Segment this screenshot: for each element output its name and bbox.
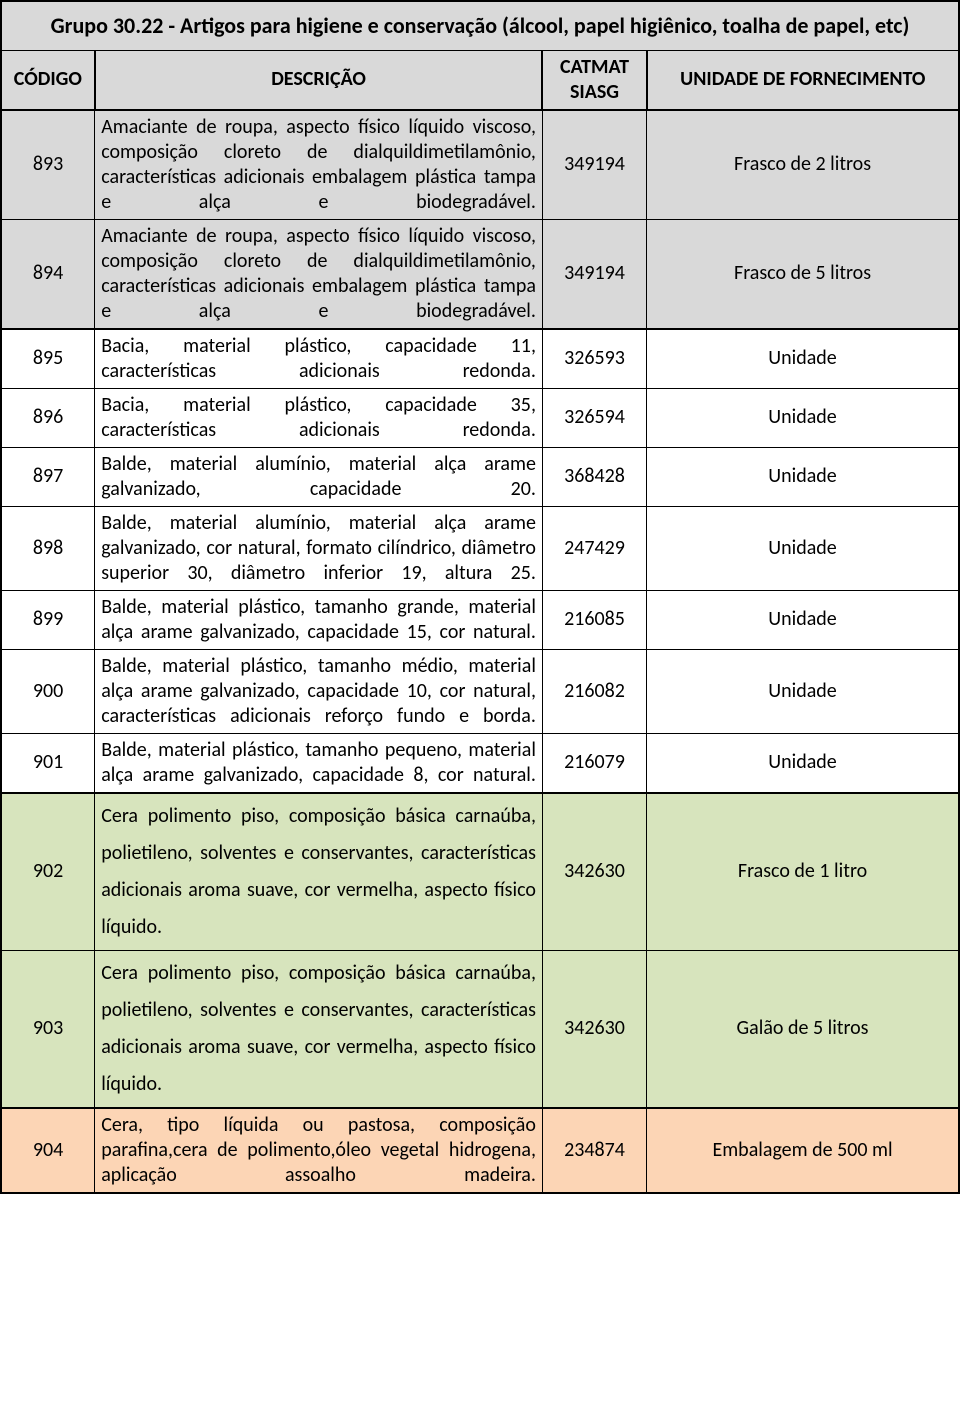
cell-catmat: 368428 bbox=[542, 447, 646, 506]
cell-codigo: 898 bbox=[1, 506, 95, 590]
cell-unidade: Unidade bbox=[647, 329, 959, 389]
catalog-table: Grupo 30.22 - Artigos para higiene e con… bbox=[0, 0, 960, 1194]
cell-catmat: 247429 bbox=[542, 506, 646, 590]
cell-descricao: Amaciante de roupa, aspecto físico líqui… bbox=[95, 110, 543, 220]
cell-unidade: Unidade bbox=[647, 733, 959, 793]
cell-unidade: Unidade bbox=[647, 590, 959, 649]
cell-codigo: 903 bbox=[1, 950, 95, 1108]
table-row: 898Balde, material alumínio, material al… bbox=[1, 506, 959, 590]
cell-descricao: Balde, material alumínio, material alça … bbox=[95, 447, 543, 506]
table-row: 899Balde, material plástico, tamanho gra… bbox=[1, 590, 959, 649]
header-descricao: DESCRIÇÃO bbox=[95, 50, 543, 110]
cell-unidade: Galão de 5 litros bbox=[647, 950, 959, 1108]
cell-descricao: Balde, material plástico, tamanho médio,… bbox=[95, 649, 543, 733]
header-row: CÓDIGO DESCRIÇÃO CATMAT SIASG UNIDADE DE… bbox=[1, 50, 959, 110]
cell-catmat: 342630 bbox=[542, 950, 646, 1108]
table-row: 902Cera polimento piso, composição básic… bbox=[1, 793, 959, 951]
header-codigo: CÓDIGO bbox=[1, 50, 95, 110]
header-catmat: CATMAT SIASG bbox=[542, 50, 646, 110]
cell-descricao: Bacia, material plástico, capacidade 35,… bbox=[95, 388, 543, 447]
cell-unidade: Frasco de 2 litros bbox=[647, 110, 959, 220]
cell-catmat: 216085 bbox=[542, 590, 646, 649]
cell-descricao: Cera, tipo líquida ou pastosa, composiçã… bbox=[95, 1108, 543, 1193]
cell-codigo: 897 bbox=[1, 447, 95, 506]
cell-descricao: Balde, material plástico, tamanho pequen… bbox=[95, 733, 543, 793]
cell-descricao: Cera polimento piso, composição básica c… bbox=[95, 950, 543, 1108]
cell-codigo: 901 bbox=[1, 733, 95, 793]
cell-catmat: 349194 bbox=[542, 219, 646, 329]
header-unidade: UNIDADE DE FORNECIMENTO bbox=[647, 50, 959, 110]
cell-unidade: Embalagem de 500 ml bbox=[647, 1108, 959, 1193]
cell-codigo: 904 bbox=[1, 1108, 95, 1193]
cell-catmat: 326594 bbox=[542, 388, 646, 447]
cell-descricao: Balde, material plástico, tamanho grande… bbox=[95, 590, 543, 649]
table-row: 894Amaciante de roupa, aspecto físico lí… bbox=[1, 219, 959, 329]
table-row: 900Balde, material plástico, tamanho méd… bbox=[1, 649, 959, 733]
cell-unidade: Frasco de 5 litros bbox=[647, 219, 959, 329]
cell-descricao: Amaciante de roupa, aspecto físico líqui… bbox=[95, 219, 543, 329]
cell-catmat: 326593 bbox=[542, 329, 646, 389]
cell-catmat: 216082 bbox=[542, 649, 646, 733]
cell-unidade: Unidade bbox=[647, 506, 959, 590]
cell-catmat: 216079 bbox=[542, 733, 646, 793]
cell-catmat: 342630 bbox=[542, 793, 646, 951]
cell-unidade: Frasco de 1 litro bbox=[647, 793, 959, 951]
cell-catmat: 234874 bbox=[542, 1108, 646, 1193]
title-row: Grupo 30.22 - Artigos para higiene e con… bbox=[1, 1, 959, 50]
cell-unidade: Unidade bbox=[647, 388, 959, 447]
cell-codigo: 900 bbox=[1, 649, 95, 733]
table-row: 895Bacia, material plástico, capacidade … bbox=[1, 329, 959, 389]
cell-codigo: 895 bbox=[1, 329, 95, 389]
cell-codigo: 902 bbox=[1, 793, 95, 951]
cell-codigo: 899 bbox=[1, 590, 95, 649]
table-row: 897Balde, material alumínio, material al… bbox=[1, 447, 959, 506]
cell-descricao: Balde, material alumínio, material alça … bbox=[95, 506, 543, 590]
table-row: 903Cera polimento piso, composição básic… bbox=[1, 950, 959, 1108]
table-row: 896Bacia, material plástico, capacidade … bbox=[1, 388, 959, 447]
cell-codigo: 894 bbox=[1, 219, 95, 329]
table-row: 901Balde, material plástico, tamanho peq… bbox=[1, 733, 959, 793]
table-title: Grupo 30.22 - Artigos para higiene e con… bbox=[1, 1, 959, 50]
cell-unidade: Unidade bbox=[647, 447, 959, 506]
cell-descricao: Bacia, material plástico, capacidade 11,… bbox=[95, 329, 543, 389]
cell-codigo: 893 bbox=[1, 110, 95, 220]
cell-descricao: Cera polimento piso, composição básica c… bbox=[95, 793, 543, 951]
cell-catmat: 349194 bbox=[542, 110, 646, 220]
table-row: 904Cera, tipo líquida ou pastosa, compos… bbox=[1, 1108, 959, 1193]
cell-unidade: Unidade bbox=[647, 649, 959, 733]
table-row: 893Amaciante de roupa, aspecto físico lí… bbox=[1, 110, 959, 220]
cell-codigo: 896 bbox=[1, 388, 95, 447]
